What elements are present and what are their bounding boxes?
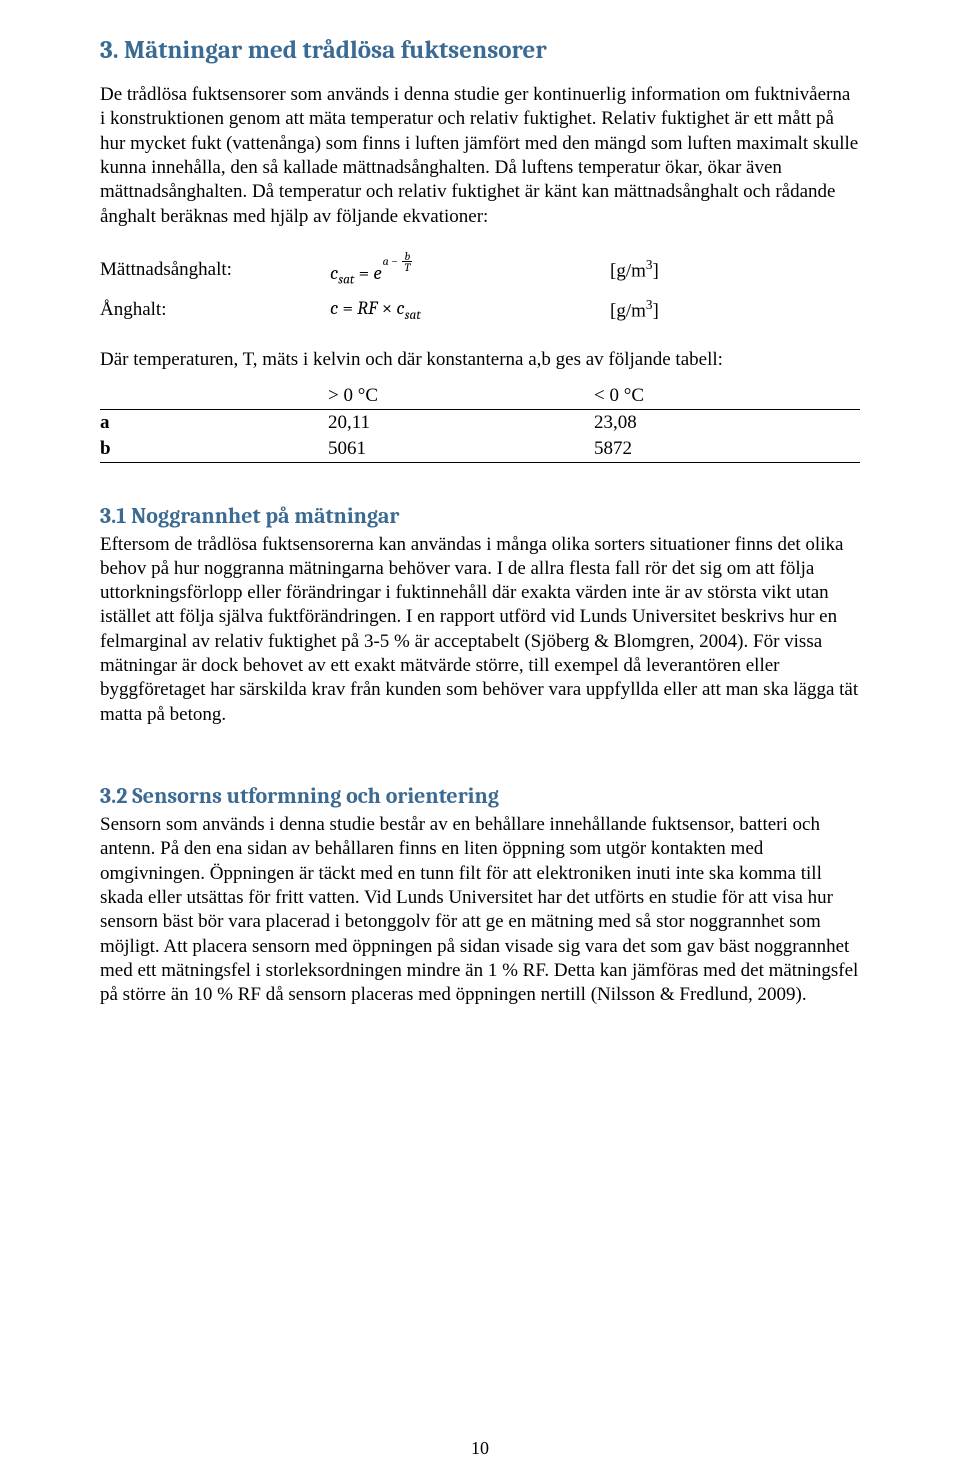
section-3-1-body: Eftersom de trådlösa fuktsensorerna kan … — [100, 533, 860, 728]
table-row: a 20,11 23,08 — [100, 409, 860, 436]
equations-block: Mättnadsånghalt: csat = ea − bT [g/m3] Å… — [100, 251, 860, 326]
table-row: b 5061 5872 — [100, 436, 860, 463]
equation-saturation: Mättnadsånghalt: csat = ea − bT [g/m3] — [100, 251, 860, 291]
constants-table: > 0 °C < 0 °C a 20,11 23,08 b 5061 5872 — [100, 383, 860, 463]
section-3-2-heading: 3.2 Sensorns utformning och orientering — [100, 783, 860, 809]
cell: 5872 — [594, 436, 860, 463]
cell: 20,11 — [328, 409, 594, 436]
row-label: b — [100, 436, 328, 463]
row-label: a — [100, 409, 328, 436]
equation-vapor: Ånghalt: c = RF × csat [g/m3] — [100, 294, 860, 326]
constants-intro: Där temperaturen, T, mäts i kelvin och d… — [100, 348, 860, 372]
spacer — [100, 749, 860, 783]
document-page: 3. Mätningar med trådlösa fuktsensorer D… — [0, 0, 960, 1483]
eq-unit: [g/m3] — [610, 295, 659, 326]
page-number: 10 — [0, 1438, 960, 1459]
eq-unit: [g/m3] — [610, 255, 659, 286]
table-header-row: > 0 °C < 0 °C — [100, 383, 860, 410]
eq-label: Ånghalt: — [100, 296, 330, 325]
section-3-2-body: Sensorn som används i denna studie bestå… — [100, 813, 860, 1008]
cell: 5061 — [328, 436, 594, 463]
section-3-heading: 3. Mätningar med trådlösa fuktsensorer — [100, 36, 860, 65]
section-3-1-heading: 3.1 Noggrannhet på mätningar — [100, 503, 860, 529]
section-3-intro: De trådlösa fuktsensorer som används i d… — [100, 83, 860, 229]
eq-formula: csat = ea − bT — [330, 251, 610, 291]
table-header-gt0: > 0 °C — [328, 383, 594, 410]
table-header-empty — [100, 383, 328, 410]
cell: 23,08 — [594, 409, 860, 436]
eq-label: Mättnadsånghalt: — [100, 256, 330, 285]
table-header-lt0: < 0 °C — [594, 383, 860, 410]
eq-formula: c = RF × csat — [330, 294, 610, 326]
